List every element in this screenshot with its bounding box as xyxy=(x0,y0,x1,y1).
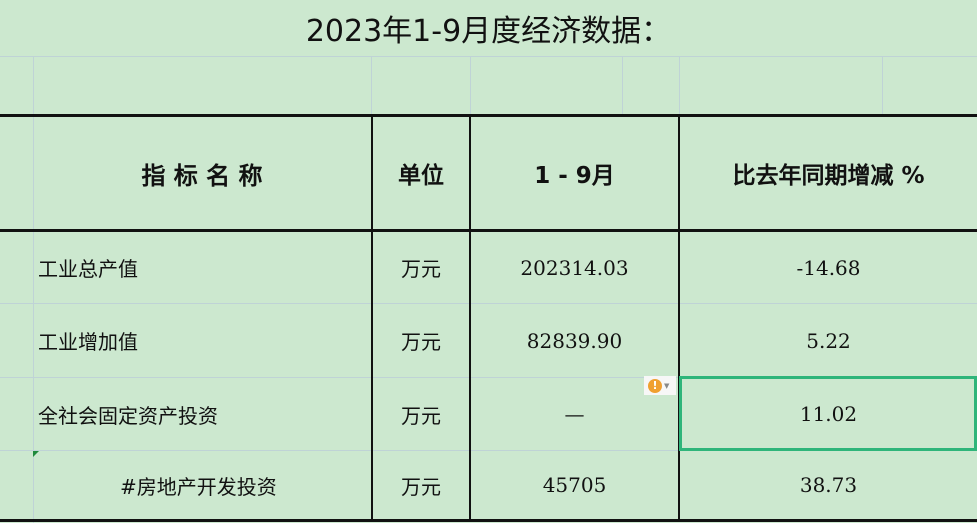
row-3-value[interactable]: — xyxy=(564,402,585,426)
row-2-change[interactable]: 5.22 xyxy=(806,328,851,353)
gridline xyxy=(371,56,372,116)
dropdown-caret-icon: ▼ xyxy=(664,381,670,390)
table-border xyxy=(0,229,977,232)
sheet-title[interactable]: 2023年1-9月度经济数据： xyxy=(305,14,672,49)
gridline xyxy=(622,56,623,116)
exclamation-circle-icon: ! xyxy=(648,378,662,393)
table-border xyxy=(469,115,471,521)
header-change[interactable]: 比去年同期增减 % xyxy=(732,163,925,189)
gridline xyxy=(882,56,883,116)
gridline xyxy=(0,56,977,57)
gridline xyxy=(33,56,34,523)
row-1-value[interactable]: 202314.03 xyxy=(520,255,629,280)
gridline xyxy=(470,56,471,116)
gridline xyxy=(0,377,977,378)
row-3-name[interactable]: 全社会固定资产投资 xyxy=(38,403,218,428)
table-border xyxy=(0,519,977,522)
row-2-name[interactable]: 工业增加值 xyxy=(38,330,138,354)
row-1-change[interactable]: -14.68 xyxy=(796,255,861,280)
table-border xyxy=(371,115,373,521)
gridline xyxy=(0,303,977,304)
selected-cell-outline[interactable] xyxy=(679,376,977,451)
row-2-value[interactable]: 82839.90 xyxy=(526,328,623,353)
error-indicator-icon xyxy=(33,451,39,457)
table-border xyxy=(0,114,977,117)
table-border xyxy=(678,115,680,521)
error-check-button[interactable]: ! ▼ xyxy=(644,376,676,395)
row-4-value[interactable]: 45705 xyxy=(542,473,607,497)
row-3-unit[interactable]: 万元 xyxy=(401,403,441,428)
row-4-name[interactable]: #房地产开发投资 xyxy=(120,474,277,499)
row-4-unit[interactable]: 万元 xyxy=(401,474,441,499)
gridline xyxy=(679,56,680,116)
row-2-unit[interactable]: 万元 xyxy=(401,330,441,354)
row-3-change[interactable]: 11.02 xyxy=(799,402,858,426)
row-1-unit[interactable]: 万元 xyxy=(401,257,441,281)
row-4-change[interactable]: 38.73 xyxy=(799,473,858,497)
row-1-name[interactable]: 工业总产值 xyxy=(38,257,138,281)
gridline xyxy=(0,450,977,451)
header-unit[interactable]: 单位 xyxy=(398,163,444,189)
header-indicator-name[interactable]: 指 标 名 称 xyxy=(141,161,263,190)
header-period[interactable]: 1 - 9月 xyxy=(534,163,615,189)
